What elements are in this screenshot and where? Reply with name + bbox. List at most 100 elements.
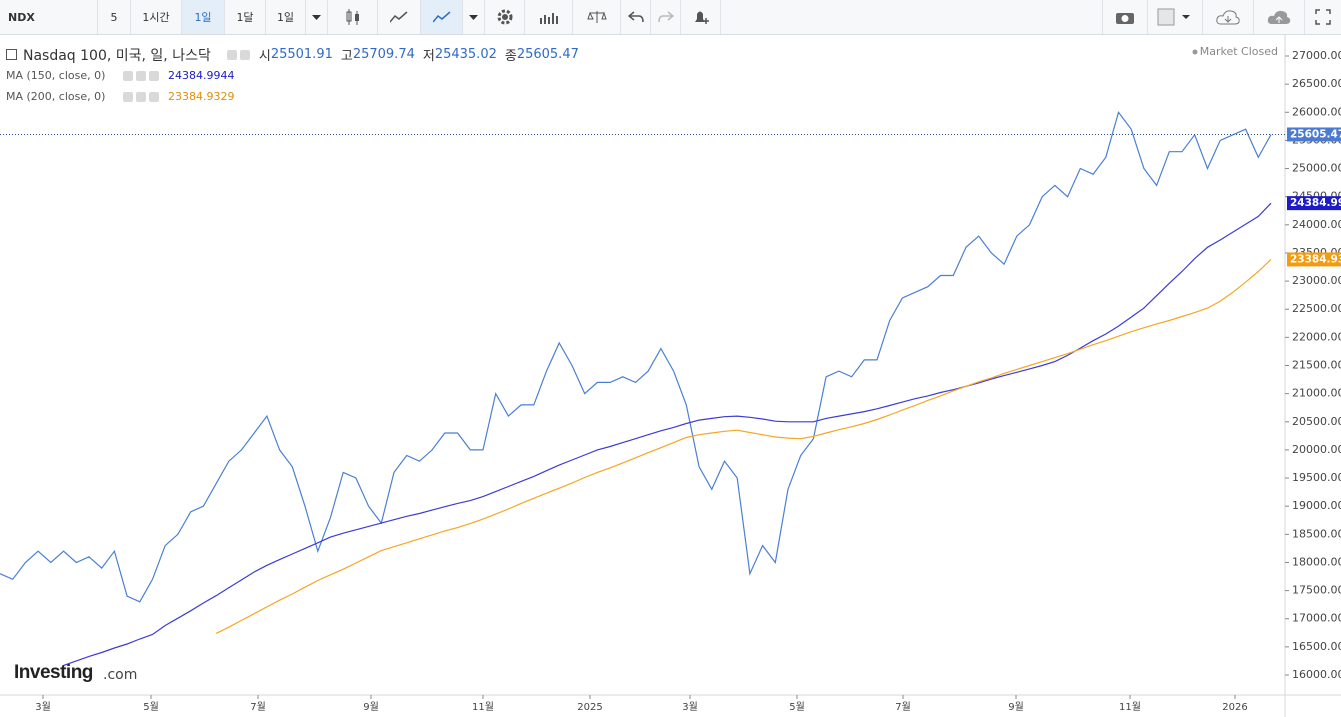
y-tick-label: 23000.00 bbox=[1292, 274, 1341, 287]
end-label: 25605.47 bbox=[1290, 128, 1341, 140]
eye-icon[interactable] bbox=[226, 49, 237, 60]
collapse-box[interactable] bbox=[6, 49, 17, 60]
gear-icon bbox=[497, 9, 512, 25]
interval-button[interactable]: 5 bbox=[98, 0, 131, 34]
y-tick-label: 16000.00 bbox=[1292, 668, 1341, 681]
undo-button[interactable] bbox=[621, 0, 651, 34]
logo-suffix: .com bbox=[103, 667, 137, 683]
x-tick-label: 11월 bbox=[472, 701, 494, 713]
redo-button[interactable] bbox=[651, 0, 681, 34]
save-button[interactable] bbox=[1254, 0, 1305, 34]
y-tick-label: 18500.00 bbox=[1292, 527, 1341, 540]
mountain-icon bbox=[390, 11, 408, 23]
candle-icon bbox=[346, 9, 359, 25]
high-label: 고 bbox=[340, 49, 353, 64]
cloud-icon bbox=[1267, 10, 1291, 24]
close-icon[interactable] bbox=[149, 70, 159, 81]
candle-button[interactable] bbox=[328, 0, 378, 34]
ma-value: 24384.9944 bbox=[168, 69, 235, 82]
legend-row: Nasdaq 100, 미국, 일, 나스닥 시 25501.91 고 25709.… bbox=[6, 44, 579, 65]
y-tick-label: 18000.00 bbox=[1292, 555, 1341, 568]
symbol-input[interactable]: NDX bbox=[0, 0, 98, 34]
load-button[interactable] bbox=[1203, 0, 1254, 34]
x-tick-label: 3월 bbox=[682, 701, 698, 713]
indicator-button[interactable] bbox=[525, 0, 573, 34]
y-tick-label: 19500.00 bbox=[1292, 471, 1341, 484]
compare-button[interactable] bbox=[573, 0, 621, 34]
gear-icon[interactable] bbox=[136, 70, 146, 81]
line-icon bbox=[432, 11, 450, 23]
y-tick-label: 20000.00 bbox=[1292, 443, 1341, 456]
x-tick-label: 9월 bbox=[363, 701, 379, 713]
ma-name: MA (150, close, 0) bbox=[6, 69, 106, 82]
market-status: Market Closed bbox=[1200, 45, 1278, 58]
open-label: 시 bbox=[258, 49, 271, 64]
fullscreen-button[interactable] bbox=[1305, 0, 1341, 34]
legend-row: MA (150, close, 0) 24384.9944 bbox=[6, 65, 579, 86]
x-tick-label: 9월 bbox=[1008, 701, 1024, 713]
indicator-icon bbox=[539, 13, 558, 24]
x-tick-label: 11월 bbox=[1119, 701, 1141, 713]
logo: Investing bbox=[14, 662, 93, 683]
y-tick-label: 22500.00 bbox=[1292, 302, 1341, 315]
ma-name: MA (200, close, 0) bbox=[6, 90, 106, 103]
color-icon bbox=[1157, 8, 1190, 26]
instrument-title: Nasdaq 100, 미국, 일, 나스닥 bbox=[23, 47, 211, 64]
end-label-box bbox=[1287, 252, 1341, 267]
y-tick-label: 21000.00 bbox=[1292, 387, 1341, 400]
end-label-box bbox=[1287, 127, 1341, 142]
x-tick-label: 2026 bbox=[1222, 702, 1247, 713]
open-value: 25501.91 bbox=[270, 47, 333, 62]
arrow-icon bbox=[469, 14, 478, 20]
y-tick-label: 16500.00 bbox=[1292, 640, 1341, 653]
y-tick-label: 26500.00 bbox=[1292, 77, 1341, 90]
mountain-button[interactable] bbox=[378, 0, 421, 34]
y-tick-label: 17000.00 bbox=[1292, 612, 1341, 625]
ma-value: 23384.9329 bbox=[168, 90, 235, 103]
toolbar: NDX 5 1시간 1일 1달 1일 bbox=[0, 0, 1341, 35]
x-tick-label: 5월 bbox=[143, 701, 159, 713]
y-tick-label: 25000.00 bbox=[1292, 162, 1341, 175]
y-tick-label: 27000.00 bbox=[1292, 49, 1341, 62]
color-button[interactable] bbox=[1148, 0, 1203, 34]
eye-icon[interactable] bbox=[123, 70, 133, 81]
dropdown-arrow[interactable] bbox=[463, 0, 485, 34]
y-tick-label: 22000.00 bbox=[1292, 330, 1341, 343]
legend-row: MA (200, close, 0) 23384.9329 bbox=[6, 86, 579, 107]
spacer bbox=[721, 0, 1102, 34]
settings-button[interactable] bbox=[485, 0, 525, 34]
x-tick-label: 7월 bbox=[250, 701, 266, 713]
interval-button[interactable]: 1일 bbox=[266, 0, 306, 34]
interval-button[interactable]: 1시간 bbox=[131, 0, 182, 34]
legend: Nasdaq 100, 미국, 일, 나스닥 시 25501.91 고 25709.… bbox=[6, 44, 579, 107]
status-dot bbox=[1192, 49, 1198, 55]
close-icon[interactable] bbox=[149, 91, 159, 102]
y-tick-label: 19000.00 bbox=[1292, 499, 1341, 512]
y-tick-label: 21500.00 bbox=[1292, 359, 1341, 372]
x-tick-label: 7월 bbox=[895, 701, 911, 713]
y-tick-label: 17500.00 bbox=[1292, 584, 1341, 597]
x-tick-label: 2025 bbox=[577, 702, 602, 713]
line-button[interactable] bbox=[421, 0, 463, 34]
snapshot-button[interactable] bbox=[1102, 0, 1148, 34]
series-line bbox=[0, 110, 1272, 603]
cloud-icon bbox=[1216, 10, 1240, 25]
x-tick-label: 3월 bbox=[35, 701, 51, 713]
series-line bbox=[215, 258, 1272, 634]
gear-icon[interactable] bbox=[239, 49, 250, 60]
interval-button[interactable]: 1일 bbox=[182, 0, 225, 34]
scale-icon bbox=[586, 11, 607, 23]
close-label: 종 bbox=[504, 49, 517, 64]
interval-button[interactable]: 1달 bbox=[225, 0, 266, 34]
close-value: 25605.47 bbox=[516, 47, 579, 62]
dropdown-arrow[interactable] bbox=[306, 0, 328, 34]
redo-icon bbox=[657, 11, 674, 23]
gear-icon[interactable] bbox=[136, 91, 146, 102]
eye-icon[interactable] bbox=[123, 91, 133, 102]
camera-icon bbox=[1116, 13, 1134, 24]
series-line bbox=[63, 202, 1272, 666]
alert-button[interactable] bbox=[681, 0, 721, 34]
end-label: 24384.99 bbox=[1290, 197, 1341, 209]
arrow-icon bbox=[312, 14, 321, 20]
low-label: 저 bbox=[422, 49, 435, 64]
